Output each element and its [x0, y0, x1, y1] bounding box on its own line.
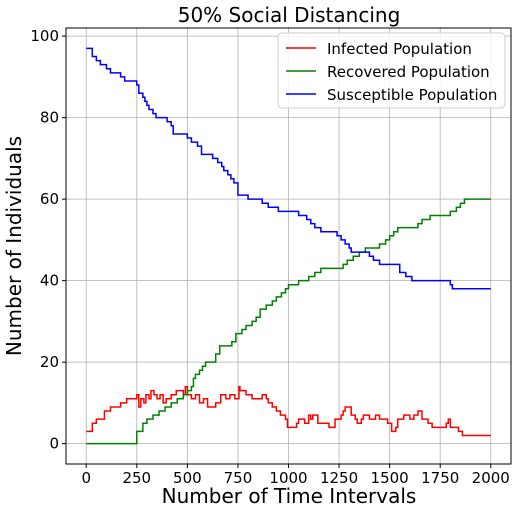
x-tick-label: 1000 — [269, 469, 307, 487]
legend: Infected Population Recovered Population… — [277, 32, 506, 109]
recovered-population-line — [86, 198, 491, 445]
y-tick-label: 60 — [40, 190, 59, 208]
x-tick-label: 500 — [173, 469, 202, 487]
x-tick-label: 1250 — [320, 469, 358, 487]
legend-box — [277, 32, 506, 109]
y-tick-label: 80 — [40, 109, 59, 127]
x-tick-label: 1500 — [371, 469, 409, 487]
susceptible-population-line — [86, 47, 491, 290]
y-tick-label: 0 — [49, 435, 59, 453]
y-tick-label: 40 — [40, 272, 59, 290]
x-tick-label: 750 — [224, 469, 253, 487]
y-axis-label: Number of Individuals — [2, 136, 26, 356]
y-tick-label: 20 — [40, 353, 59, 371]
legend-label-susceptible: Susceptible Population — [327, 86, 497, 104]
x-tick-label: 250 — [122, 469, 151, 487]
x-tick-label: 2000 — [472, 469, 510, 487]
infected-population-line — [86, 385, 491, 437]
axis-ticks: 0 250 500 750 1000 1250 1500 1750 2000 0 20 40 60 80 1… — [30, 27, 510, 487]
x-tick-label: 0 — [81, 469, 91, 487]
x-axis-label: Number of Time Intervals — [162, 484, 417, 508]
chart-title: 50% Social Distancing — [178, 3, 401, 27]
series-lines — [86, 47, 491, 445]
x-tick-label: 1750 — [421, 469, 459, 487]
legend-label-infected: Infected Population — [327, 40, 472, 58]
y-tick-label: 100 — [30, 27, 59, 45]
legend-label-recovered: Recovered Population — [327, 63, 490, 81]
